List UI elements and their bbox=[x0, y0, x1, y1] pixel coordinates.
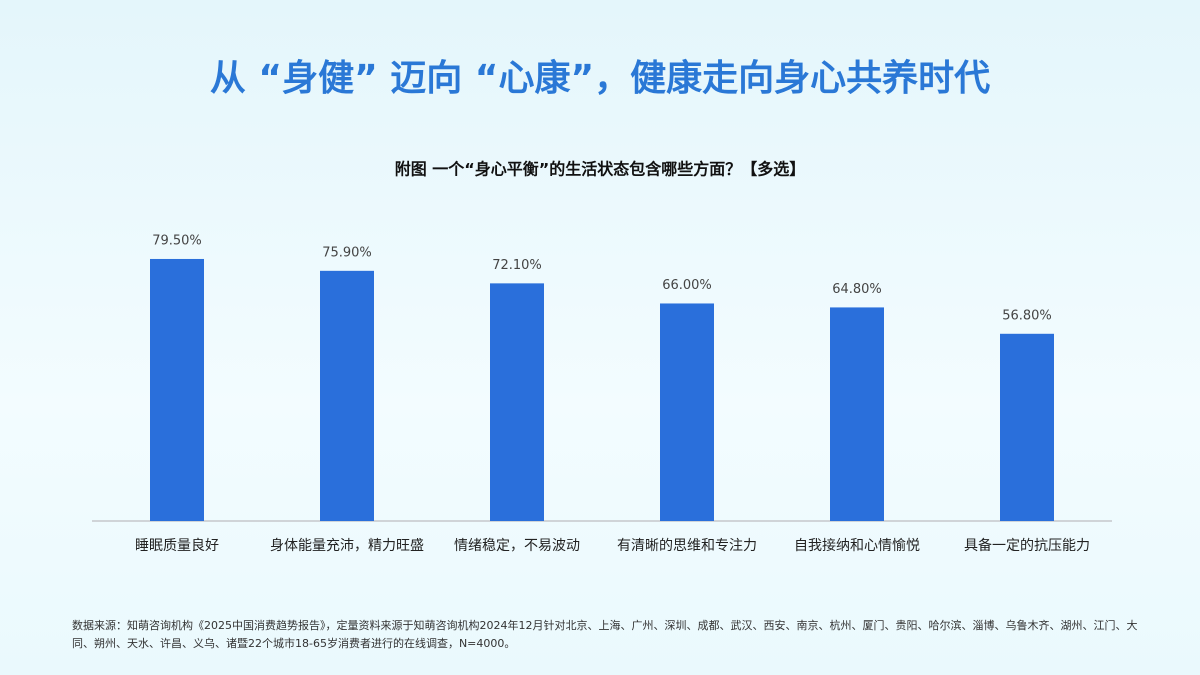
page-title: 从 “身健” 迈向 “心康”，健康走向身心共养时代 bbox=[210, 57, 990, 99]
value-label: 75.90% bbox=[322, 245, 372, 260]
bar bbox=[490, 283, 544, 521]
bar bbox=[1000, 333, 1054, 521]
x-tick-label: 有清晰的思维和专注力 bbox=[617, 538, 757, 554]
x-tick-label: 自我接纳和心情愉悦 bbox=[794, 537, 920, 554]
bar bbox=[150, 258, 204, 521]
chart-title: 附图 一个“身心平衡”的生活状态包含哪些方面？【多选】 bbox=[395, 160, 806, 179]
x-tick-label: 情绪稳定，不易波动 bbox=[454, 538, 580, 554]
value-label: 66.00% bbox=[662, 278, 712, 293]
x-tick-label: 睡眠质量良好 bbox=[135, 538, 219, 554]
bar bbox=[660, 303, 714, 521]
x-tick-label: 具备一定的抗压能力 bbox=[964, 537, 1090, 554]
value-label: 72.10% bbox=[492, 258, 542, 273]
x-tick-label: 身体能量充沛，精力旺盛 bbox=[270, 538, 424, 554]
bar bbox=[320, 270, 374, 521]
source-note: 数据来源：知萌咨询机构《2025中国消费趋势报告》，定量资料来源于知萌咨询机构2… bbox=[72, 619, 1138, 650]
value-label: 79.50% bbox=[152, 233, 202, 248]
value-label: 64.80% bbox=[832, 282, 882, 297]
value-label: 56.80% bbox=[1002, 308, 1052, 323]
bar bbox=[830, 307, 884, 521]
